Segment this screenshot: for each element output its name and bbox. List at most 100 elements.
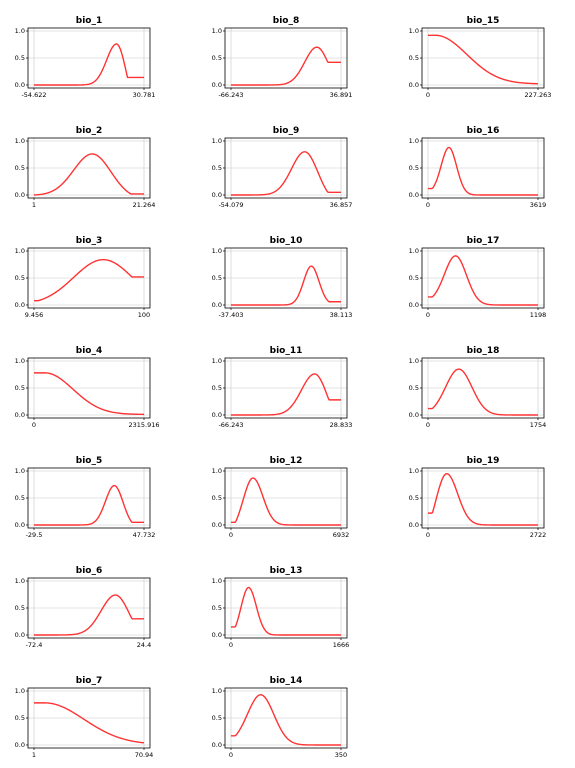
x-tick-label: 30.781 — [133, 91, 156, 99]
y-tick-label: 0.0 — [15, 301, 25, 309]
panel-title: bio_13 — [270, 566, 303, 576]
y-tick-label: 1.0 — [212, 357, 222, 365]
y-tick-label: 0.5 — [409, 274, 419, 282]
y-tick-label: 0.0 — [409, 301, 419, 309]
panel-title: bio_14 — [270, 676, 303, 686]
x-tick-label: -54.622 — [21, 91, 46, 99]
y-tick-label: 0.5 — [15, 604, 25, 612]
x-tick-label: 0 — [426, 531, 430, 539]
y-tick-label: 0.5 — [212, 274, 222, 282]
panel-bio-11: bio_11 0.0 0.5 1.0 -66.243 28.833 — [212, 346, 353, 429]
y-tick-label: 1.0 — [212, 467, 222, 475]
x-tick-label: 0 — [426, 311, 430, 319]
y-tick-label: 1.0 — [15, 247, 25, 255]
y-tick-label: 0.0 — [212, 741, 222, 749]
y-tick-label: 0.0 — [212, 411, 222, 419]
x-tick-label: 21.264 — [133, 201, 156, 209]
panel-bio-15: bio_15 0.0 0.5 1.0 0 227.263 — [409, 16, 552, 99]
y-tick-label: 0.0 — [15, 521, 25, 529]
y-tick-label: 0.5 — [212, 494, 222, 502]
y-tick-label: 1.0 — [212, 687, 222, 695]
panel-title: bio_3 — [76, 236, 102, 246]
y-tick-label: 1.0 — [409, 467, 419, 475]
panel-bio-7: bio_7 0.0 0.5 1.0 1 70.94 — [15, 676, 154, 759]
y-tick-label: 0.5 — [409, 384, 419, 392]
panel-title: bio_19 — [467, 456, 500, 466]
x-tick-label: 36.857 — [330, 201, 353, 209]
panel-title: bio_12 — [270, 456, 303, 466]
panel-title: bio_5 — [76, 456, 102, 466]
x-tick-label: 70.94 — [135, 751, 154, 759]
y-tick-label: 1.0 — [212, 137, 222, 145]
y-tick-label: 1.0 — [15, 137, 25, 145]
y-tick-label: 0.5 — [409, 494, 419, 502]
x-tick-label: 0 — [229, 751, 233, 759]
panel-bio-12: bio_12 0.0 0.5 1.0 0 6932 — [212, 456, 350, 539]
y-tick-label: 0.0 — [409, 521, 419, 529]
x-tick-label: 1666 — [333, 641, 350, 649]
panel-bio-1: bio_1 0.0 0.5 1.0 -54.622 30.781 — [15, 16, 156, 99]
y-tick-label: 0.0 — [15, 191, 25, 199]
y-tick-label: 0.5 — [15, 494, 25, 502]
panel-bio-10: bio_10 0.0 0.5 1.0 -37.403 38.113 — [212, 236, 353, 319]
x-tick-label: 0 — [32, 421, 36, 429]
response-curve — [34, 702, 145, 744]
panel-title: bio_7 — [76, 676, 102, 686]
response-curve — [34, 43, 144, 86]
panel-bio-9: bio_9 0.0 0.5 1.0 -54.079 36.857 — [212, 126, 353, 209]
x-tick-label: 28.833 — [330, 421, 353, 429]
x-tick-label: 36.891 — [330, 91, 353, 99]
y-tick-label: 1.0 — [15, 687, 25, 695]
x-tick-label: 47.732 — [133, 531, 156, 539]
x-tick-label: 350 — [335, 751, 347, 759]
y-tick-label: 0.0 — [212, 521, 222, 529]
panel-bio-17: bio_17 0.0 0.5 1.0 0 1198 — [409, 236, 547, 319]
x-tick-label: -66.243 — [218, 91, 243, 99]
y-tick-label: 0.0 — [409, 191, 419, 199]
x-tick-label: 227.263 — [525, 91, 552, 99]
y-tick-label: 0.0 — [212, 191, 222, 199]
x-tick-label: 6932 — [333, 531, 350, 539]
x-tick-label: 2722 — [530, 531, 547, 539]
panel-title: bio_10 — [270, 236, 303, 246]
panel-bio-16: bio_16 0.0 0.5 1.0 0 3619 — [409, 126, 547, 209]
response-curve — [34, 372, 145, 416]
panel-title: bio_16 — [467, 126, 500, 136]
panel-title: bio_17 — [467, 236, 500, 246]
y-tick-label: 0.5 — [15, 714, 25, 722]
y-tick-label: 0.5 — [409, 164, 419, 172]
response-curve — [231, 694, 341, 746]
panel-title: bio_2 — [76, 126, 102, 136]
panel-bio-14: bio_14 0.0 0.5 1.0 0 350 — [212, 676, 348, 759]
x-tick-label: 0 — [229, 641, 233, 649]
x-tick-label: 0 — [426, 91, 430, 99]
y-tick-label: 0.5 — [15, 384, 25, 392]
y-tick-label: 0.5 — [212, 604, 222, 612]
y-tick-label: 0.0 — [212, 81, 222, 89]
panel-bio-3: bio_3 0.0 0.5 1.0 9.456 100 — [15, 236, 151, 319]
response-curve — [231, 46, 341, 86]
x-tick-label: 0 — [229, 531, 233, 539]
response-curve — [428, 473, 538, 526]
y-tick-label: 0.5 — [212, 714, 222, 722]
x-tick-label: -66.243 — [218, 421, 243, 429]
panel-title: bio_8 — [273, 16, 299, 26]
y-tick-label: 1.0 — [15, 27, 25, 35]
x-tick-label: 0 — [426, 201, 430, 209]
y-tick-label: 0.5 — [15, 274, 25, 282]
panel-title: bio_18 — [467, 346, 500, 356]
y-tick-label: 0.0 — [15, 631, 25, 639]
response-curve — [428, 146, 538, 196]
y-tick-label: 0.5 — [212, 54, 222, 62]
response-curve — [231, 151, 341, 196]
x-tick-label: 0 — [426, 421, 430, 429]
x-tick-label: -37.403 — [218, 311, 243, 319]
panel-title: bio_15 — [467, 16, 500, 26]
response-curve — [34, 484, 144, 526]
y-tick-label: 1.0 — [15, 467, 25, 475]
panel-title: bio_9 — [273, 126, 299, 136]
response-curve — [231, 477, 341, 526]
x-tick-label: 1198 — [530, 311, 547, 319]
response-curve — [34, 258, 144, 302]
y-tick-label: 1.0 — [409, 357, 419, 365]
